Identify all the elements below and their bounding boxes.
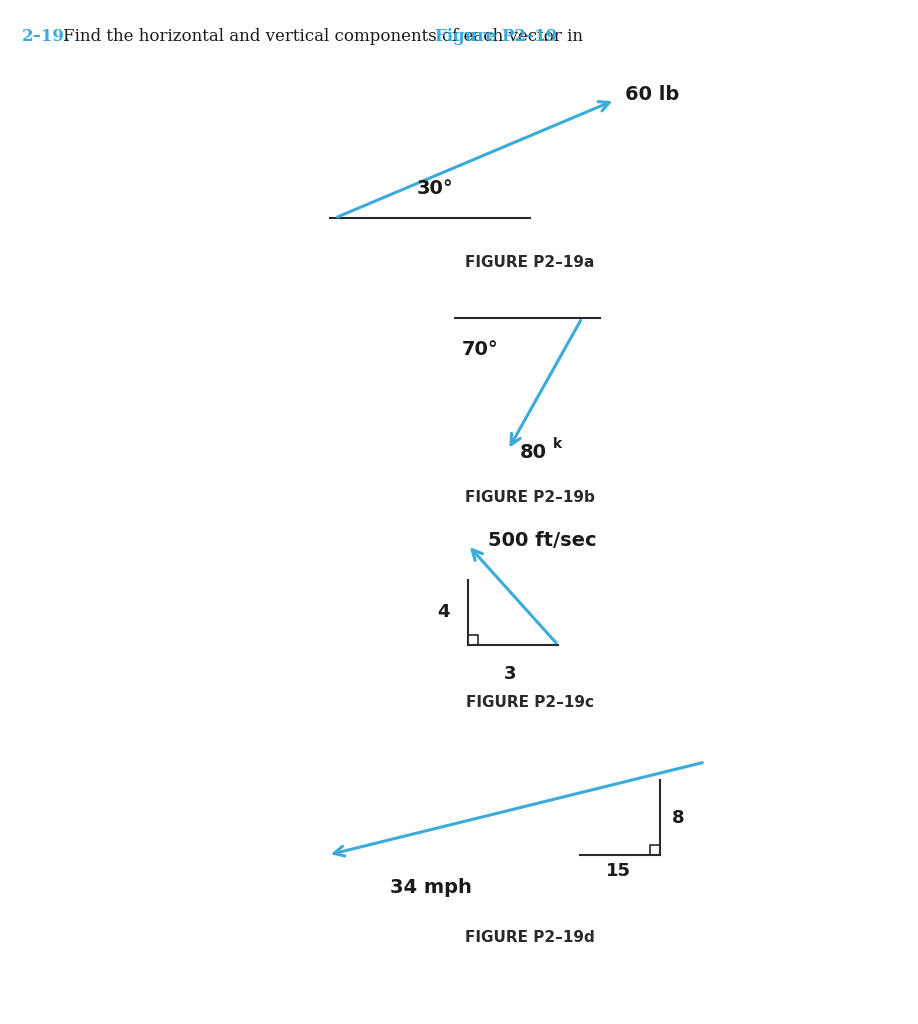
Text: 30°: 30° (417, 179, 453, 198)
Text: FIGURE P2–19c: FIGURE P2–19c (466, 695, 594, 710)
Text: Figure P2–19: Figure P2–19 (435, 28, 557, 45)
Text: 8: 8 (672, 809, 685, 827)
Text: 80: 80 (520, 442, 547, 462)
Text: 4: 4 (438, 603, 450, 621)
Text: FIGURE P2–19d: FIGURE P2–19d (465, 930, 595, 945)
Text: 60 lb: 60 lb (625, 85, 679, 104)
Text: k: k (553, 437, 562, 451)
Text: Find the horizontal and vertical components of each vector in: Find the horizontal and vertical compone… (63, 28, 588, 45)
Text: FIGURE P2–19a: FIGURE P2–19a (465, 255, 595, 270)
Text: FIGURE P2–19b: FIGURE P2–19b (465, 490, 595, 505)
Text: 15: 15 (606, 862, 631, 880)
Text: 2–19.: 2–19. (22, 28, 71, 45)
Text: 34 mph: 34 mph (390, 878, 472, 897)
Text: 70°: 70° (462, 340, 498, 359)
Text: 3: 3 (504, 665, 516, 683)
Text: .: . (542, 28, 547, 45)
Text: 500 ft/sec: 500 ft/sec (488, 530, 597, 550)
